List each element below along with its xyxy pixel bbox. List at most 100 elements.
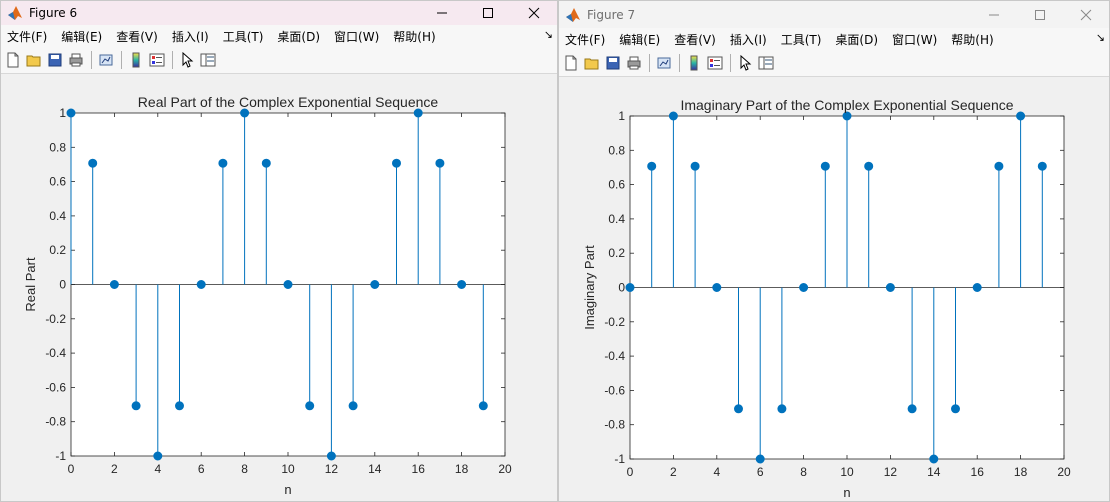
minimize-icon: [437, 12, 447, 14]
legend-button[interactable]: [147, 50, 167, 70]
edit-plot-button[interactable]: [735, 53, 755, 73]
dock-arrow-icon[interactable]: ↘: [543, 28, 553, 41]
toolbar-separator: [649, 54, 650, 72]
edit-plot-button[interactable]: [177, 50, 197, 70]
figure-window-6[interactable]: Figure 6 文件(F) 编辑(E) 查看(V) 插入(I) 工具(T) 桌…: [0, 0, 558, 502]
figure-window-7[interactable]: Figure 7 文件(F) 编辑(E) 查看(V) 插入(I) 工具(T) 桌…: [558, 0, 1110, 502]
menu-help[interactable]: 帮助(H): [393, 29, 436, 44]
maximize-icon: [1035, 9, 1045, 20]
figure-canvas[interactable]: 0 2 4 6 8 10 12 14 16 18 20 1 0.8 0.6 0.4 0.2 0 -0.2 -0.4 -…: [1, 75, 557, 501]
stem-marker: [413, 108, 423, 118]
y-tick-label: -0.2: [45, 312, 66, 326]
legend-button[interactable]: [705, 53, 725, 73]
x-tick-label: 8: [241, 462, 248, 476]
stem-plot-imaginary-part[interactable]: 0 2 4 6 8 10 12 14 16 18 20 1 0.8 0.6 0.4 0.2 0 -0.2 -0.4 -…: [559, 78, 1109, 501]
new-figure-button[interactable]: [561, 53, 581, 73]
stem-plot-real-part[interactable]: 0 2 4 6 8 10 12 14 16 18 20 1 0.8 0.6 0.4 0.2 0 -0.2 -0.4 -…: [1, 75, 557, 501]
colorbar-icon: [690, 55, 698, 71]
stem-marker: [131, 401, 141, 411]
menu-desktop[interactable]: 桌面(D): [835, 32, 879, 47]
title-bar[interactable]: Figure 7: [559, 1, 1109, 28]
x-tick-label: 10: [281, 462, 295, 476]
x-tick-label: 4: [154, 462, 161, 476]
x-tick-label: 2: [111, 462, 118, 476]
menu-view[interactable]: 查看(V): [674, 32, 716, 47]
x-tick-label: 10: [840, 465, 854, 479]
y-tick-label: 0.6: [49, 175, 66, 189]
menu-edit[interactable]: 编辑(E): [619, 32, 661, 47]
x-tick-label: 16: [412, 462, 426, 476]
x-axis-label: n: [843, 485, 850, 500]
menu-insert[interactable]: 插入(I): [171, 29, 209, 44]
save-button[interactable]: [603, 53, 623, 73]
x-tick-label: 12: [325, 462, 339, 476]
maximize-button[interactable]: [1017, 1, 1063, 28]
menu-bar: 文件(F) 编辑(E) 查看(V) 插入(I) 工具(T) 桌面(D) 窗口(W…: [559, 28, 1109, 50]
save-button[interactable]: [45, 50, 65, 70]
menu-insert[interactable]: 插入(I): [729, 32, 767, 47]
y-axis-label: Imaginary Part: [582, 245, 597, 330]
stem-marker: [625, 283, 635, 292]
y-tick-label: -1: [614, 452, 625, 466]
menu-view[interactable]: 查看(V): [116, 29, 158, 44]
property-inspector-button[interactable]: [756, 53, 776, 73]
stem-marker: [88, 158, 98, 168]
stem-marker: [907, 404, 917, 414]
link-plot-button[interactable]: [654, 53, 674, 73]
menu-help[interactable]: 帮助(H): [951, 32, 994, 47]
x-tick-label: 0: [627, 465, 634, 479]
dock-arrow-icon[interactable]: ↘: [1095, 31, 1105, 44]
print-button[interactable]: [624, 53, 644, 73]
stem-marker: [820, 161, 830, 171]
stem-marker: [240, 108, 250, 118]
toolbar-separator: [679, 54, 680, 72]
stem-marker: [175, 401, 184, 411]
minimize-button[interactable]: [419, 1, 465, 25]
legend-icon: [707, 56, 723, 70]
stem-marker: [734, 404, 743, 414]
link-plot-button[interactable]: [96, 50, 116, 70]
open-file-button[interactable]: [24, 50, 44, 70]
title-bar[interactable]: Figure 6: [1, 1, 557, 25]
stem-marker: [885, 283, 895, 292]
maximize-button[interactable]: [465, 1, 511, 25]
maximize-icon: [483, 8, 493, 18]
stem-marker: [972, 283, 982, 292]
stem-marker: [392, 158, 401, 168]
open-file-button[interactable]: [582, 53, 602, 73]
x-tick-label: 6: [757, 465, 764, 479]
stem-marker: [196, 280, 206, 289]
menu-edit[interactable]: 编辑(E): [61, 29, 103, 44]
stem-marker: [283, 280, 293, 289]
print-button[interactable]: [66, 50, 86, 70]
stem-marker: [842, 111, 852, 121]
stem-marker: [690, 161, 700, 171]
stem-marker: [864, 161, 874, 171]
property-inspector-button[interactable]: [198, 50, 218, 70]
menu-window[interactable]: 窗口(W): [892, 32, 938, 47]
y-tick-label: -0.4: [45, 346, 66, 360]
colorbar-button[interactable]: [684, 53, 704, 73]
y-tick-label: -0.8: [45, 415, 66, 429]
x-tick-label: 12: [884, 465, 898, 479]
menu-file[interactable]: 文件(F): [7, 29, 48, 44]
menu-window[interactable]: 窗口(W): [334, 29, 380, 44]
colorbar-button[interactable]: [126, 50, 146, 70]
matlab-icon: [565, 7, 581, 23]
y-tick-label: 0.8: [49, 140, 66, 154]
y-tick-label: 0.4: [49, 209, 66, 223]
stem-marker: [647, 161, 657, 171]
minimize-button[interactable]: [971, 1, 1017, 28]
stem-marker: [799, 283, 809, 292]
new-figure-button[interactable]: [3, 50, 23, 70]
new-figure-icon: [7, 52, 19, 68]
close-button[interactable]: [511, 1, 557, 25]
menu-tools[interactable]: 工具(T): [222, 29, 264, 44]
menu-desktop[interactable]: 桌面(D): [277, 29, 321, 44]
figure-canvas[interactable]: 0 2 4 6 8 10 12 14 16 18 20 1 0.8 0.6 0.4 0.2 0 -0.2 -0.4 -…: [559, 78, 1109, 501]
x-axis-label: n: [284, 482, 291, 497]
legend-icon: [149, 53, 165, 67]
menu-tools[interactable]: 工具(T): [780, 32, 822, 47]
close-button[interactable]: [1063, 1, 1109, 28]
menu-file[interactable]: 文件(F): [565, 32, 606, 47]
